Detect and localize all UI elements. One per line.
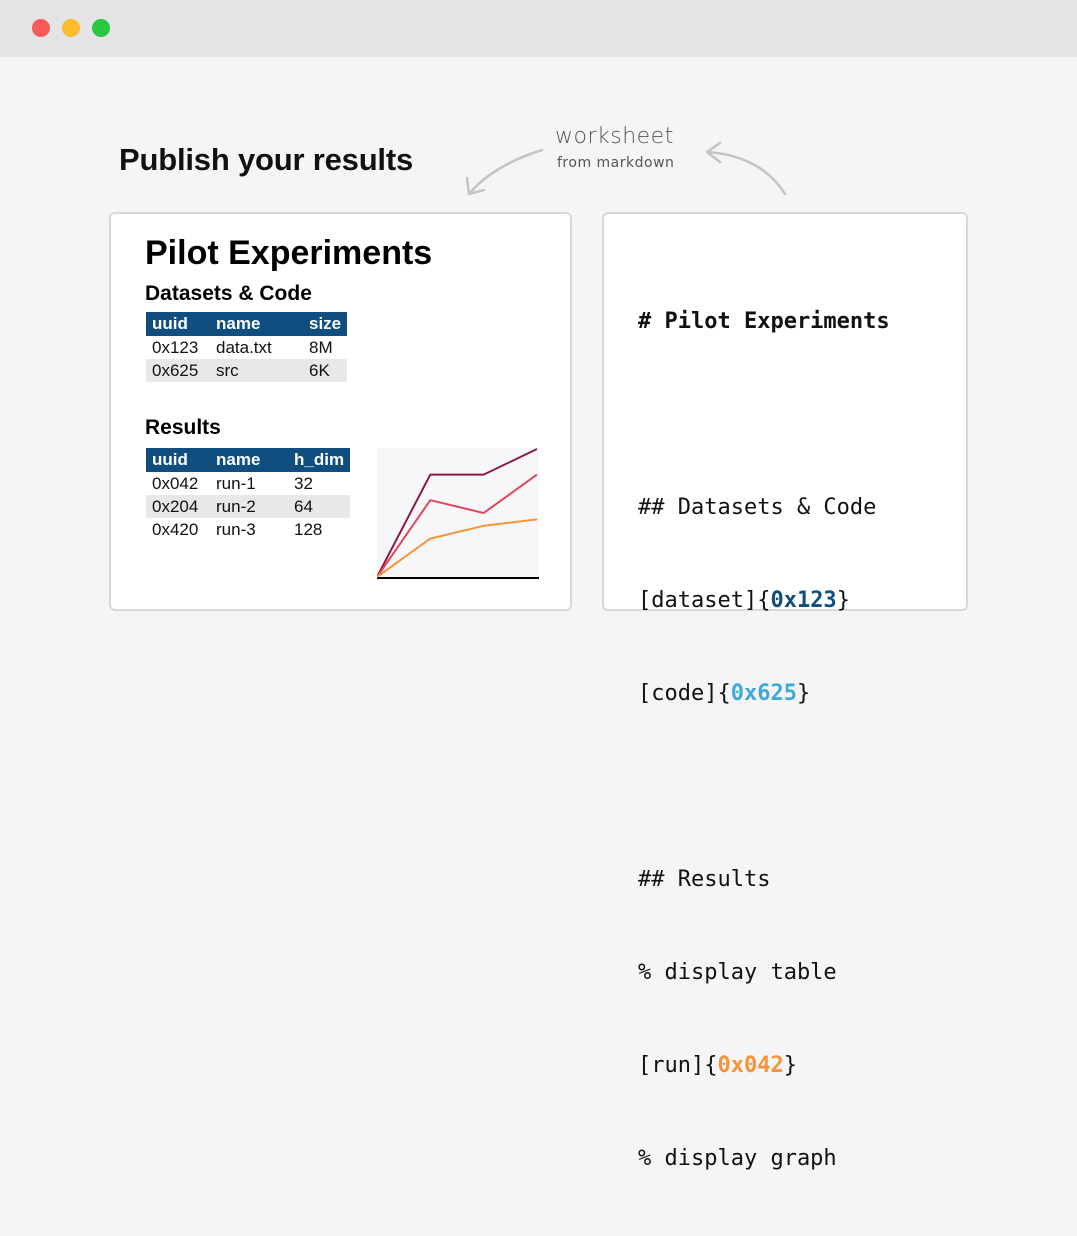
annotation-subtitle: from markdown [557,155,675,171]
md-blank-line [638,771,890,802]
md-line-datasets-heading: ## Datasets & Code [638,495,877,520]
table-row[interactable]: 0x420 run-3 128 [146,518,350,541]
annotation-title: worksheet [555,124,674,149]
md-dataset-prefix: [dataset]{ [638,588,771,613]
markdown-source: # Pilot Experiments ## Datasets & Code [… [638,244,890,1236]
chart-series-line-2 [377,473,538,578]
cell-uuid[interactable]: 0x420 [152,520,199,539]
md-dataset-id[interactable]: 0x123 [770,588,837,613]
close-window-button[interactable] [32,19,50,37]
chart-series-line-3 [377,518,538,578]
column-header-uuid: uuid [146,312,210,336]
cell-h-dim: 64 [288,495,351,518]
md-line-results-heading: ## Results [638,867,771,892]
cell-name[interactable]: data.txt [216,338,272,357]
window-titlebar [0,0,1077,57]
cell-uuid[interactable]: 0x042 [152,474,199,493]
column-header-size: size [303,312,348,336]
annotation-arrows [465,141,787,196]
md-line-code-ref: [code]{0x625} [638,678,890,709]
table-row[interactable]: 0x042 run-1 32 [146,472,350,495]
cell-uuid[interactable]: 0x204 [146,495,210,518]
minimize-window-button[interactable] [62,19,80,37]
md-run-id[interactable]: 0x042 [717,1053,784,1078]
md-run-prefix: [run]{ [638,1053,718,1078]
md-line-display-table: % display table [638,960,837,985]
table-header-row: uuid name h_dim [146,448,351,472]
md-dataset-suffix: } [836,588,850,613]
column-header-h-dim: h_dim [288,448,351,472]
md-code-id[interactable]: 0x625 [730,681,797,706]
cell-h-dim: 128 [294,520,323,539]
cell-size: 6K [303,359,348,382]
datasets-table: uuid name size 0x123 data.txt 8M 0x625 s… [146,312,348,382]
md-code-prefix: [code]{ [638,681,731,706]
md-run-suffix: } [783,1053,797,1078]
md-blank-line [638,399,890,430]
cell-uuid[interactable]: 0x123 [152,338,199,357]
right-arrowhead-icon [705,141,722,164]
right-arrow-icon [706,150,787,196]
table-row[interactable]: 0x204 run-2 64 [146,495,351,518]
results-table: uuid name h_dim 0x042 run-1 32 0x204 run… [146,448,351,541]
table-header-row: uuid name size [146,312,348,336]
cell-uuid[interactable]: 0x625 [146,359,210,382]
left-arrowhead-icon [465,176,486,196]
cell-name[interactable]: src [210,359,303,382]
md-line-title: # Pilot Experiments [638,309,890,334]
cell-name[interactable]: run-2 [210,495,288,518]
chart-series-line-1 [377,448,538,578]
md-line-dataset-ref: [dataset]{0x123} [638,585,890,616]
cell-name[interactable]: run-1 [216,474,256,493]
table-row[interactable]: 0x625 src 6K [146,359,348,382]
cell-name[interactable]: run-3 [216,520,256,539]
results-line-chart [377,448,539,580]
md-line-display-graph: % display graph [638,1146,837,1171]
cell-h-dim: 32 [294,474,313,493]
column-header-uuid: uuid [146,448,210,472]
md-line-run-ref: [run]{0x042} [638,1050,890,1081]
markdown-source-panel: # Pilot Experiments ## Datasets & Code [… [602,212,968,1171]
left-arrow-icon [468,148,544,195]
page-headline: Publish your results [119,142,414,177]
maximize-window-button[interactable] [92,19,110,37]
md-code-suffix: } [796,681,811,706]
datasets-heading: Datasets & Code [145,282,312,305]
results-heading: Results [145,416,221,439]
column-header-name: name [210,448,288,472]
cell-size: 8M [309,338,333,357]
column-header-name: name [210,312,303,336]
worksheet-title: Pilot Experiments [145,234,433,272]
table-row[interactable]: 0x123 data.txt 8M [146,336,347,359]
worksheet-panel: Pilot Experiments Datasets & Code uuid n… [109,212,572,611]
